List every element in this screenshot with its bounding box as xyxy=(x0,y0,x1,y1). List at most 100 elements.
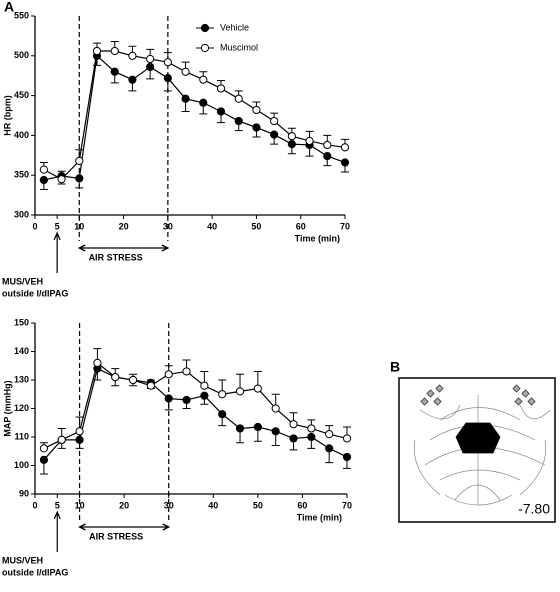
marker xyxy=(39,444,49,453)
atlas-level: -7.80 xyxy=(518,501,550,517)
x-tick-label: 20 xyxy=(119,500,129,510)
y-tick-label: 550 xyxy=(14,10,29,20)
marker xyxy=(111,373,120,382)
marker xyxy=(57,175,66,184)
y-axis-label: HR (bpm) xyxy=(2,95,12,136)
marker xyxy=(110,46,119,56)
marker xyxy=(271,404,280,413)
marker xyxy=(75,435,84,444)
marker xyxy=(75,156,84,165)
marker xyxy=(342,434,352,443)
span-label: AIR STRESS xyxy=(89,252,143,262)
marker xyxy=(200,391,209,400)
marker xyxy=(163,58,172,67)
marker xyxy=(253,384,262,393)
marker xyxy=(235,424,245,433)
annotation-text: outside l/dlPAG xyxy=(2,567,68,577)
x-tick-label: 0 xyxy=(32,221,37,231)
legend-label: Muscimol xyxy=(220,42,258,52)
marker xyxy=(289,420,298,429)
span-arrow xyxy=(78,523,171,531)
annotation-text: outside l/dlPAG xyxy=(2,288,68,298)
marker xyxy=(163,73,172,83)
y-tick-label: 500 xyxy=(14,50,29,60)
marker xyxy=(146,54,155,64)
marker xyxy=(271,427,280,436)
marker xyxy=(75,174,84,183)
marker xyxy=(39,175,48,185)
marker xyxy=(342,452,352,462)
x-tick-label: 70 xyxy=(342,500,352,510)
marker xyxy=(340,158,350,167)
span-label: AIR STRESS xyxy=(89,531,143,541)
marker xyxy=(164,370,173,379)
marker xyxy=(39,165,48,174)
y-tick-label: 450 xyxy=(14,90,29,100)
x-tick-label: 50 xyxy=(251,221,261,231)
marker xyxy=(325,430,334,439)
annotation-arrow xyxy=(53,231,61,273)
span-arrow xyxy=(77,244,170,252)
marker xyxy=(128,375,138,385)
marker xyxy=(110,67,119,76)
marker xyxy=(253,422,262,432)
x-tick-label: 5 xyxy=(55,221,60,231)
series-line xyxy=(43,367,348,461)
annotation-text: MUS/VEH xyxy=(2,276,43,286)
marker xyxy=(216,84,226,93)
y-tick-label: 140 xyxy=(14,346,29,356)
series-line xyxy=(43,361,348,449)
marker xyxy=(270,116,279,126)
x-tick-label: 70 xyxy=(340,221,350,231)
marker xyxy=(305,136,314,146)
legend-marker xyxy=(200,23,210,33)
marker xyxy=(287,132,296,141)
marker xyxy=(93,358,102,367)
y-tick-label: 90 xyxy=(19,488,29,498)
marker xyxy=(182,367,191,376)
marker xyxy=(92,46,102,56)
marker xyxy=(216,107,226,116)
legend-label: Vehicle xyxy=(220,22,249,32)
marker xyxy=(289,434,298,443)
marker xyxy=(182,395,191,405)
marker xyxy=(128,75,137,84)
marker xyxy=(75,427,84,436)
marker xyxy=(181,67,190,76)
x-tick-label: 40 xyxy=(207,221,217,231)
x-tick-label: 0 xyxy=(32,500,37,510)
marker xyxy=(146,62,155,72)
marker xyxy=(57,435,66,444)
marker xyxy=(234,116,243,126)
series-line xyxy=(43,54,346,181)
y-axis-label: MAP (mmHg) xyxy=(2,380,12,436)
marker xyxy=(252,105,261,115)
marker xyxy=(218,410,227,419)
x-tick-label: 20 xyxy=(119,221,129,231)
marker xyxy=(270,130,279,139)
annotation-text: MUS/VEH xyxy=(2,555,43,565)
x-tick-label: 40 xyxy=(208,500,218,510)
y-tick-label: 300 xyxy=(14,209,29,219)
marker xyxy=(128,51,137,60)
y-tick-label: 100 xyxy=(14,460,29,470)
x-tick-label: 5 xyxy=(55,500,60,510)
y-tick-label: 130 xyxy=(14,374,29,384)
marker xyxy=(325,444,334,453)
marker xyxy=(287,140,296,149)
marker xyxy=(199,98,208,107)
y-tick-label: 150 xyxy=(14,317,29,327)
marker xyxy=(340,143,350,152)
y-tick-label: 120 xyxy=(14,403,29,413)
marker xyxy=(146,381,155,390)
marker xyxy=(199,75,208,84)
marker xyxy=(164,394,173,403)
panel-label: B xyxy=(390,359,400,375)
panel-label: A xyxy=(4,0,14,15)
marker xyxy=(39,455,49,464)
x-tick-label: 30 xyxy=(164,500,174,510)
marker xyxy=(218,390,227,399)
marker xyxy=(252,123,261,132)
